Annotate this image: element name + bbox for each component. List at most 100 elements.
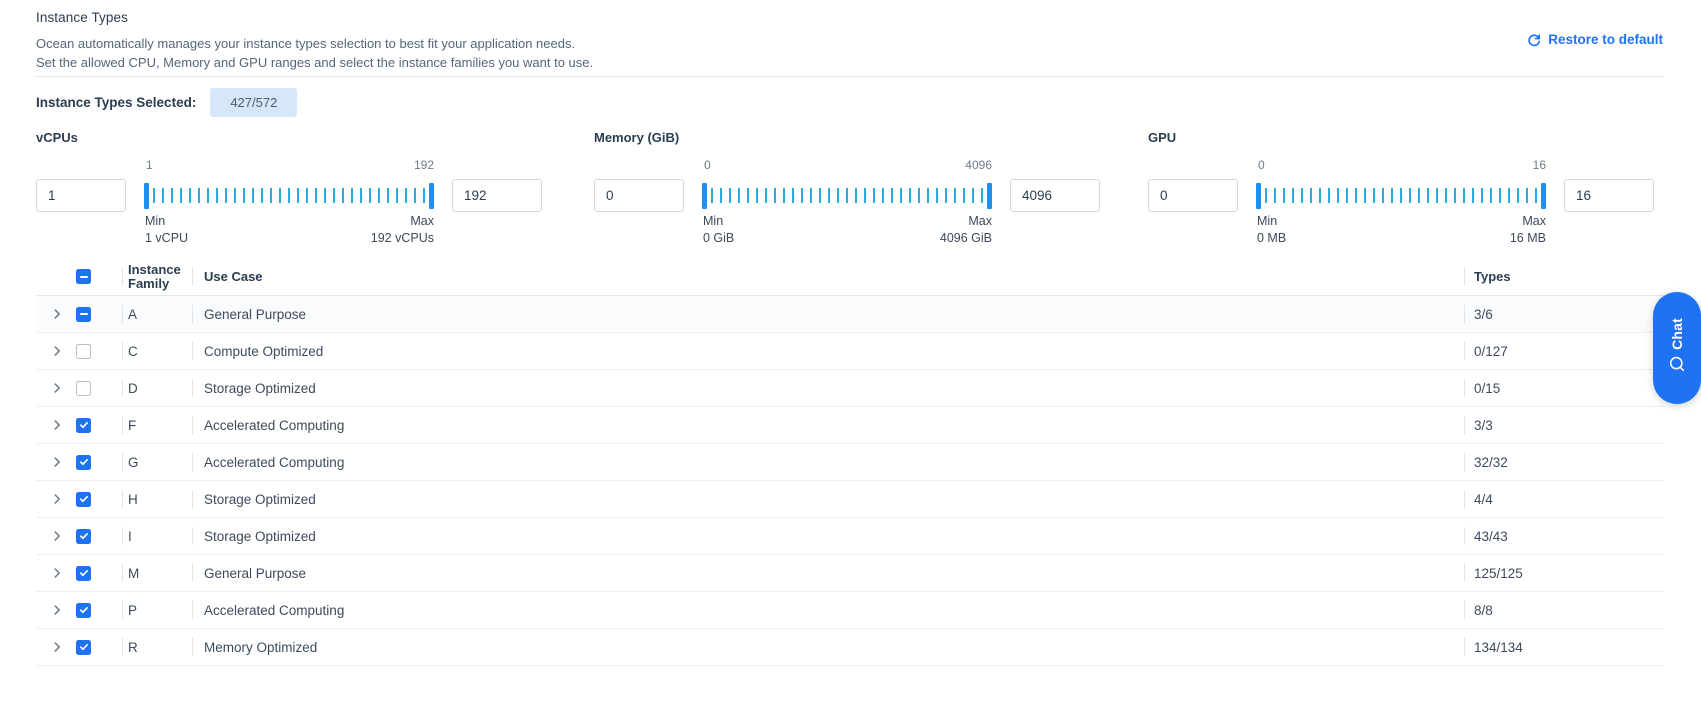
row-use-case-cell: Compute Optimized (192, 342, 1464, 360)
select-all-checkbox[interactable] (76, 269, 91, 284)
row-instance-family-cell: H (122, 490, 192, 508)
row-checkbox[interactable] (76, 528, 91, 544)
row-expand-cell[interactable] (36, 455, 76, 469)
row-expand-cell[interactable] (36, 603, 76, 617)
table-row[interactable]: R Memory Optimized 134/134 (36, 629, 1664, 666)
row-select-cell[interactable] (76, 491, 122, 507)
slider-tick (1436, 188, 1438, 203)
row-types-cell: 125/125 (1464, 564, 1664, 582)
chevron-right-icon[interactable] (50, 381, 64, 395)
slider-tick (846, 188, 848, 203)
chevron-right-icon[interactable] (50, 455, 64, 469)
chevron-right-icon[interactable] (50, 344, 64, 358)
memory-min-input[interactable] (594, 179, 684, 212)
slider-tick (1355, 188, 1357, 203)
row-expand-cell[interactable] (36, 418, 76, 432)
table-row[interactable]: A General Purpose 3/6 (36, 296, 1664, 333)
row-types: 32/32 (1474, 454, 1508, 470)
row-expand-cell[interactable] (36, 492, 76, 506)
slider-tick (1283, 188, 1285, 203)
gpu-max-handle[interactable] (1541, 182, 1546, 209)
row-expand-cell[interactable] (36, 640, 76, 654)
chevron-right-icon[interactable] (50, 603, 64, 617)
slider-tick (981, 188, 983, 203)
row-types: 125/125 (1474, 565, 1523, 581)
row-expand-cell[interactable] (36, 344, 76, 358)
row-checkbox[interactable] (76, 454, 91, 470)
row-checkbox[interactable] (76, 343, 91, 359)
table-row[interactable]: I Storage Optimized 43/43 (36, 518, 1664, 555)
row-select-cell[interactable] (76, 602, 122, 618)
row-select-cell[interactable] (76, 380, 122, 396)
row-checkbox[interactable] (76, 639, 91, 655)
row-instance-family-cell: C (122, 342, 192, 360)
row-checkbox[interactable] (76, 380, 91, 396)
row-checkbox[interactable] (76, 602, 91, 618)
row-instance-family: A (128, 306, 138, 322)
slider-tick (729, 188, 731, 203)
row-expand-cell[interactable] (36, 307, 76, 321)
memory-min-handle[interactable] (702, 182, 707, 209)
gpu-track[interactable] (1256, 179, 1546, 212)
row-expand-cell[interactable] (36, 381, 76, 395)
row-expand-cell[interactable] (36, 529, 76, 543)
slider-tick (819, 188, 821, 203)
row-select-cell[interactable] (76, 565, 122, 581)
memory-track[interactable] (702, 179, 992, 212)
row-select-cell[interactable] (76, 454, 122, 470)
row-instance-family: D (128, 380, 138, 396)
gpu-max-input[interactable] (1564, 179, 1654, 212)
gpu-min-handle[interactable] (1256, 182, 1261, 209)
table-row[interactable]: G Accelerated Computing 32/32 (36, 444, 1664, 481)
table-row[interactable]: C Compute Optimized 0/127 (36, 333, 1664, 370)
chevron-right-icon[interactable] (50, 529, 64, 543)
chevron-right-icon[interactable] (50, 492, 64, 506)
memory-max-input[interactable] (1010, 179, 1100, 212)
row-types-cell: 3/6 (1464, 305, 1664, 323)
vcpus-track[interactable] (144, 179, 434, 212)
row-checkbox[interactable] (76, 417, 91, 433)
restore-to-default-button[interactable]: Restore to default (1527, 32, 1663, 47)
row-select-cell[interactable] (76, 639, 122, 655)
row-checkbox[interactable] (76, 491, 91, 507)
chat-tab-button[interactable]: Chat (1653, 292, 1701, 404)
gpu-scale-high: 16 (1532, 158, 1546, 172)
row-select-cell[interactable] (76, 343, 122, 359)
chevron-right-icon[interactable] (50, 566, 64, 580)
slider-tick (297, 188, 299, 203)
table-row[interactable]: H Storage Optimized 4/4 (36, 481, 1664, 518)
row-select-cell[interactable] (76, 417, 122, 433)
row-use-case-cell: Memory Optimized (192, 638, 1464, 656)
vcpus-slider[interactable]: 1 192 Min 1 vCPU Max 192 vCPUs (144, 158, 434, 245)
gpu-min-input[interactable] (1148, 179, 1238, 212)
memory-max-handle[interactable] (987, 182, 992, 209)
chevron-right-icon[interactable] (50, 418, 64, 432)
slider-tick (207, 188, 209, 203)
table-row[interactable]: M General Purpose 125/125 (36, 555, 1664, 592)
chevron-right-icon[interactable] (50, 640, 64, 654)
memory-slider[interactable]: 0 4096 Min 0 GiB Max 4096 GiB (702, 158, 992, 245)
vcpus-max-input[interactable] (452, 179, 542, 212)
row-checkbox[interactable] (76, 565, 91, 581)
table-row[interactable]: F Accelerated Computing 3/3 (36, 407, 1664, 444)
column-divider (192, 342, 193, 360)
slider-tick (1382, 188, 1384, 203)
chevron-right-icon[interactable] (50, 307, 64, 321)
vcpus-min-handle[interactable] (144, 182, 149, 209)
row-select-cell[interactable] (76, 306, 122, 322)
page-description: Ocean automatically manages your instanc… (36, 34, 593, 72)
column-divider (122, 342, 123, 360)
row-checkbox[interactable] (76, 306, 91, 322)
row-select-cell[interactable] (76, 528, 122, 544)
gpu-slider[interactable]: 0 16 Min 0 MB Max 16 MB (1256, 158, 1546, 245)
chat-label: Chat (1669, 317, 1685, 350)
slider-tick (270, 188, 272, 203)
vcpus-max-handle[interactable] (429, 182, 434, 209)
row-expand-cell[interactable] (36, 566, 76, 580)
vcpus-min-input[interactable] (36, 179, 126, 212)
table-row[interactable]: D Storage Optimized 0/15 (36, 370, 1664, 407)
table-row[interactable]: P Accelerated Computing 8/8 (36, 592, 1664, 629)
column-divider (192, 527, 193, 545)
slider-tick (747, 188, 749, 203)
restore-to-default-label: Restore to default (1548, 32, 1663, 47)
